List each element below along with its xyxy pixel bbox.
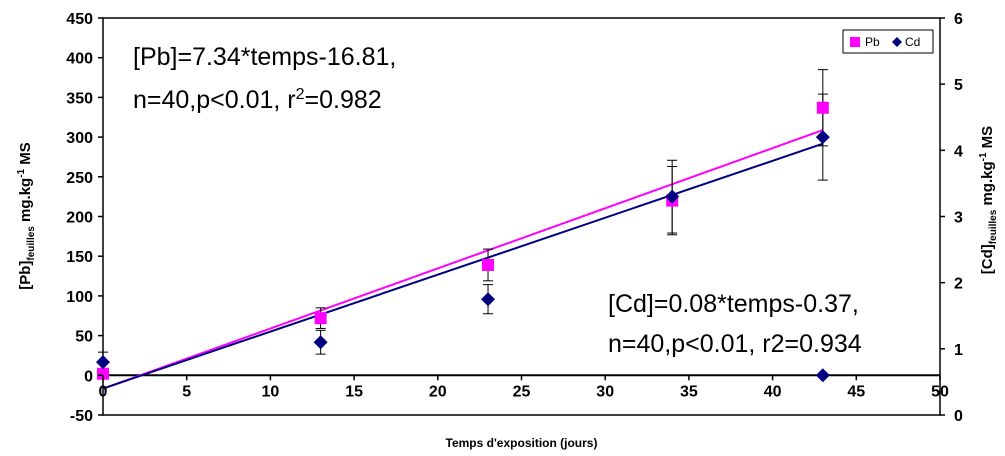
y-axis-title-main: [Pb]: [17, 261, 34, 290]
y-tick-label: 400: [66, 51, 93, 68]
y-tick-label: 450: [66, 11, 93, 28]
y2-tick-label: 4: [954, 143, 963, 160]
y2-tick-label: 5: [954, 77, 963, 94]
data-point-cd: [481, 292, 496, 307]
legend-box: [842, 29, 934, 54]
y-tick-label: 50: [75, 329, 93, 346]
x-tick-label: 15: [345, 383, 363, 400]
y-tick-label: 250: [66, 170, 93, 187]
data-point-cd: [815, 130, 830, 145]
x-tick-label: 5: [182, 383, 191, 400]
y-tick-label: 150: [66, 249, 93, 266]
y2-axis-title-unit-sup: -1: [978, 152, 989, 161]
data-point-pb: [97, 367, 109, 380]
y-axis-title: [Pb]feuilles mg.kg-1 MS: [16, 142, 37, 290]
x-tick-label: 0: [99, 383, 108, 400]
data-point-pb: [816, 101, 829, 114]
legend-label-pb: Pb: [865, 35, 880, 49]
data-point-cd: [313, 335, 328, 350]
y-tick-label: -50: [70, 408, 93, 425]
data-point-cd: [96, 355, 110, 370]
annotation-cd-line2: n=40,p<0.01, r2=0.934: [608, 330, 862, 358]
y2-tick-label: 0: [954, 408, 963, 425]
y2-axis-title-unit: mg.kg: [979, 161, 996, 209]
data-point-cd: [815, 368, 830, 383]
y2-axis-title-main: [Cd]: [979, 244, 996, 274]
x-tick-label: 45: [847, 383, 865, 400]
x-tick-label: 35: [680, 383, 698, 400]
annotation-cd-line1: [Cd]=0.08*temps-0.37,: [608, 290, 859, 318]
y2-tick-label: 3: [954, 210, 963, 227]
legend-marker-pb: [850, 37, 860, 47]
y-axis-title-sub: feuilles: [26, 226, 37, 261]
y-tick-label: 100: [66, 289, 93, 306]
annotation-pb-sup: 2: [296, 86, 305, 103]
annotation-pb-tail: =0.982: [305, 86, 382, 114]
y-tick-label: 300: [66, 130, 93, 147]
y-axis-title-unit: mg.kg: [17, 178, 34, 226]
y2-tick-label: 1: [954, 342, 963, 359]
y2-axis-title-unit-post: MS: [979, 126, 996, 153]
fit-line-cd: [102, 142, 824, 390]
x-tick-label: 30: [596, 383, 614, 400]
y-tick-label: 350: [66, 90, 93, 107]
x-axis-title: Temps d'exposition (jours): [446, 436, 598, 450]
legend-marker-cd: [892, 37, 902, 47]
legend-label-cd: Cd: [905, 35, 920, 49]
y2-axis-title: [Cd]feuilles mg.kg-1 MS: [978, 126, 999, 274]
y-tick-label: 200: [66, 210, 93, 227]
x-tick-label: 25: [513, 383, 531, 400]
y2-tick-label: 6: [954, 11, 963, 28]
x-tick-label: 10: [262, 383, 280, 400]
y-tick-label: 0: [84, 368, 93, 385]
x-tick-label: 50: [931, 383, 949, 400]
y2-axis-title-sub: feuilles: [988, 209, 999, 244]
annotation-pb-line2: n=40,p<0.01, r2=0.982: [133, 86, 382, 114]
y2-tick-label: 2: [954, 276, 963, 293]
data-point-cd: [665, 189, 680, 204]
annotation-pb-line1: [Pb]=7.34*temps-16.81,: [133, 43, 396, 71]
data-point-pb: [482, 258, 495, 271]
y-axis-title-unit-sup: -1: [16, 168, 27, 177]
fit-line-pb: [102, 129, 824, 390]
data-point-pb: [314, 312, 327, 325]
x-tick-label: 40: [764, 383, 782, 400]
y-axis-title-unit-post: MS: [17, 142, 34, 169]
x-tick-label: 20: [429, 383, 447, 400]
annotation-pb-text: n=40,p<0.01, r: [133, 86, 296, 114]
